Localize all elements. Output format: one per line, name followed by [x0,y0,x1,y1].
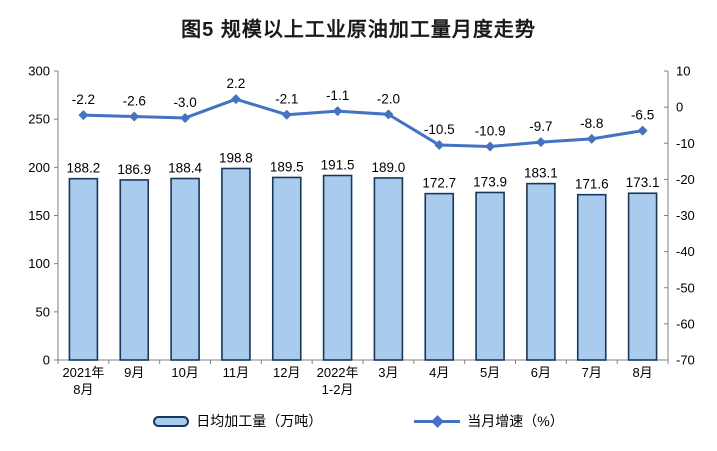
legend-item-bar-series: 日均加工量（万吨） [153,411,322,431]
line-value-label: -2.2 [72,92,95,107]
line-value-label: -3.0 [173,95,196,110]
bar-value-label: 173.9 [473,174,507,189]
chart-legend: 日均加工量（万吨） 当月增速（%） [0,411,717,431]
bar-value-label: 191.5 [321,158,355,173]
right-axis-tick-label: 10 [676,64,690,79]
bar [627,192,658,361]
growth-line [83,97,643,149]
x-axis-label: 4月 [429,365,449,380]
right-axis-tick-label: -40 [676,244,695,259]
bar [526,182,556,361]
bar-value-label: 186.9 [117,162,151,177]
line-marker-diamond [535,137,546,148]
right-axis-tick-label: -10 [676,136,695,151]
line-value-label: -8.8 [580,116,603,131]
line-marker-diamond [434,140,445,151]
legend-label-line-series: 当月增速（%） [467,413,564,429]
x-axis-label: 7月 [582,365,602,380]
bar-value-label: 172.7 [422,176,456,191]
x-axis-label: 2021年 8月 [62,365,104,397]
bar [475,191,505,361]
chart-title: 图5 规模以上工业原油加工量月度走势 [181,19,536,41]
legend-item-line-series: 当月增速（%） [414,411,564,431]
x-axis-label: 11月 [223,365,250,380]
bar-value-label: 171.6 [575,177,609,192]
bar [424,192,455,361]
line-marker-diamond [383,109,394,120]
line-value-label: -9.7 [529,119,552,134]
bar [119,179,150,361]
bar-value-label: 189.5 [270,159,304,174]
left-axis-tick-label: 200 [28,160,50,175]
line-value-label: -1.1 [326,88,349,103]
right-axis-tick-label: -70 [676,353,695,368]
bar [271,176,302,361]
left-axis-tick-label: 100 [28,256,50,271]
x-axis-label: 10月 [171,365,198,380]
bar [170,177,200,361]
bar [322,174,353,361]
line-marker-diamond [586,133,597,144]
bar-value-label: 188.4 [168,161,202,176]
left-axis-tick-label: 50 [36,304,50,319]
bar-series-swatch-icon [153,415,190,427]
line-value-label: -10.9 [475,124,506,139]
x-axis-label: 9月 [124,365,144,380]
line-marker-diamond [637,125,648,136]
bar-value-label: 173.1 [626,175,660,190]
line-value-label: -2.6 [123,94,146,109]
line-marker-diamond [281,109,292,120]
line-marker-diamond [78,110,89,121]
line-value-label: -10.5 [424,122,455,137]
bar-value-label: 189.0 [372,160,406,175]
x-axis-label: 3月 [378,365,398,380]
right-axis-tick-label: -20 [676,172,695,187]
right-axis-tick-label: -30 [676,208,695,223]
line-value-label: 2.2 [227,76,246,91]
left-axis-tick-label: 0 [43,353,50,368]
line-marker-diamond [230,94,241,105]
x-axis-label: 6月 [531,365,551,380]
bar [221,167,251,361]
left-axis-tick-label: 300 [28,64,50,79]
x-axis-label: 5月 [480,365,500,380]
left-axis-tick-label: 250 [28,112,50,127]
bar-value-label: 198.8 [219,150,253,165]
line-value-label: -2.0 [377,91,400,106]
left-axis-tick-label: 150 [28,208,50,223]
x-axis-label: 2022年 1-2月 [317,365,359,397]
line-value-label: -6.5 [631,108,654,123]
right-axis-tick-label: 0 [676,100,683,115]
line-marker-diamond [332,106,343,117]
line-marker-diamond [485,141,496,152]
right-axis-tick-label: -60 [676,316,695,331]
x-axis-label: 12月 [273,365,300,380]
bar [576,193,607,361]
line-marker-diamond [180,112,191,123]
x-axis-label: 8月 [632,365,652,380]
bar [68,177,99,361]
line-series-swatch-icon [414,414,461,428]
line-value-label: -2.1 [275,92,298,107]
bar-value-label: 183.1 [524,166,558,181]
bar-value-label: 188.2 [67,161,101,176]
legend-label-bar-series: 日均加工量（万吨） [196,413,323,429]
line-marker-diamond [129,111,140,122]
bar [373,177,404,361]
right-axis-tick-label: -50 [676,280,695,295]
